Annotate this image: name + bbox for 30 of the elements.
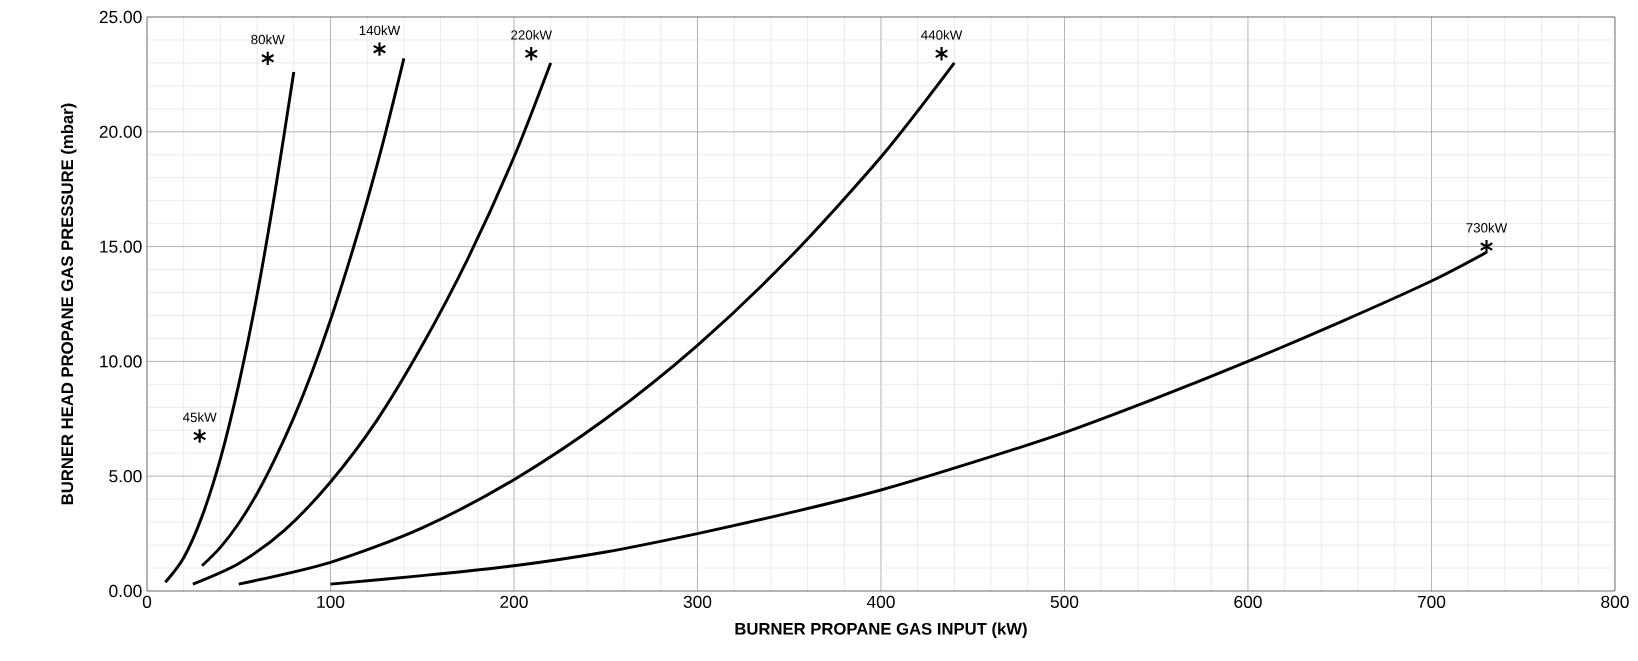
annotation: 45kW xyxy=(182,412,217,422)
annotation: 440kW xyxy=(921,29,963,40)
x-tick-label: 700 xyxy=(1417,595,1446,608)
x-tick-label: 100 xyxy=(317,595,345,608)
x-tick-label: 600 xyxy=(1234,595,1262,608)
annotation: 730kW xyxy=(1466,222,1508,233)
x-axis-title: BURNER PROPANE GAS INPUT (kW) xyxy=(735,622,1027,638)
y-tick-label: 25.00 xyxy=(99,10,142,24)
annotation: 140kW xyxy=(359,25,401,36)
y-tick-label: 15.00 xyxy=(100,240,142,253)
annotation: 80kW xyxy=(251,34,285,45)
y-tick-label: 0.00 xyxy=(109,584,142,598)
point xyxy=(192,428,207,444)
x-tick-label: 300 xyxy=(683,595,712,608)
y-tick-label: 20.00 xyxy=(99,125,142,138)
point xyxy=(524,45,539,62)
x-tick-label: 800 xyxy=(1601,595,1629,608)
y-tick-label: 10.00 xyxy=(100,355,142,368)
x-tick-label: 500 xyxy=(1050,595,1079,608)
point xyxy=(934,45,949,62)
line-series xyxy=(237,61,956,586)
x-tick-label: 0 xyxy=(142,595,152,608)
point xyxy=(372,41,387,57)
x-tick-label: 400 xyxy=(866,595,895,608)
y-tick-label: 5.00 xyxy=(109,470,142,483)
y-axis-title: BURNER HEAD PROPANE GAS PRESSURE (mbar) xyxy=(60,103,77,505)
x-tick-label: 200 xyxy=(500,595,528,608)
point xyxy=(260,50,275,67)
line-series xyxy=(163,70,296,584)
annotation: 220kW xyxy=(511,29,552,40)
